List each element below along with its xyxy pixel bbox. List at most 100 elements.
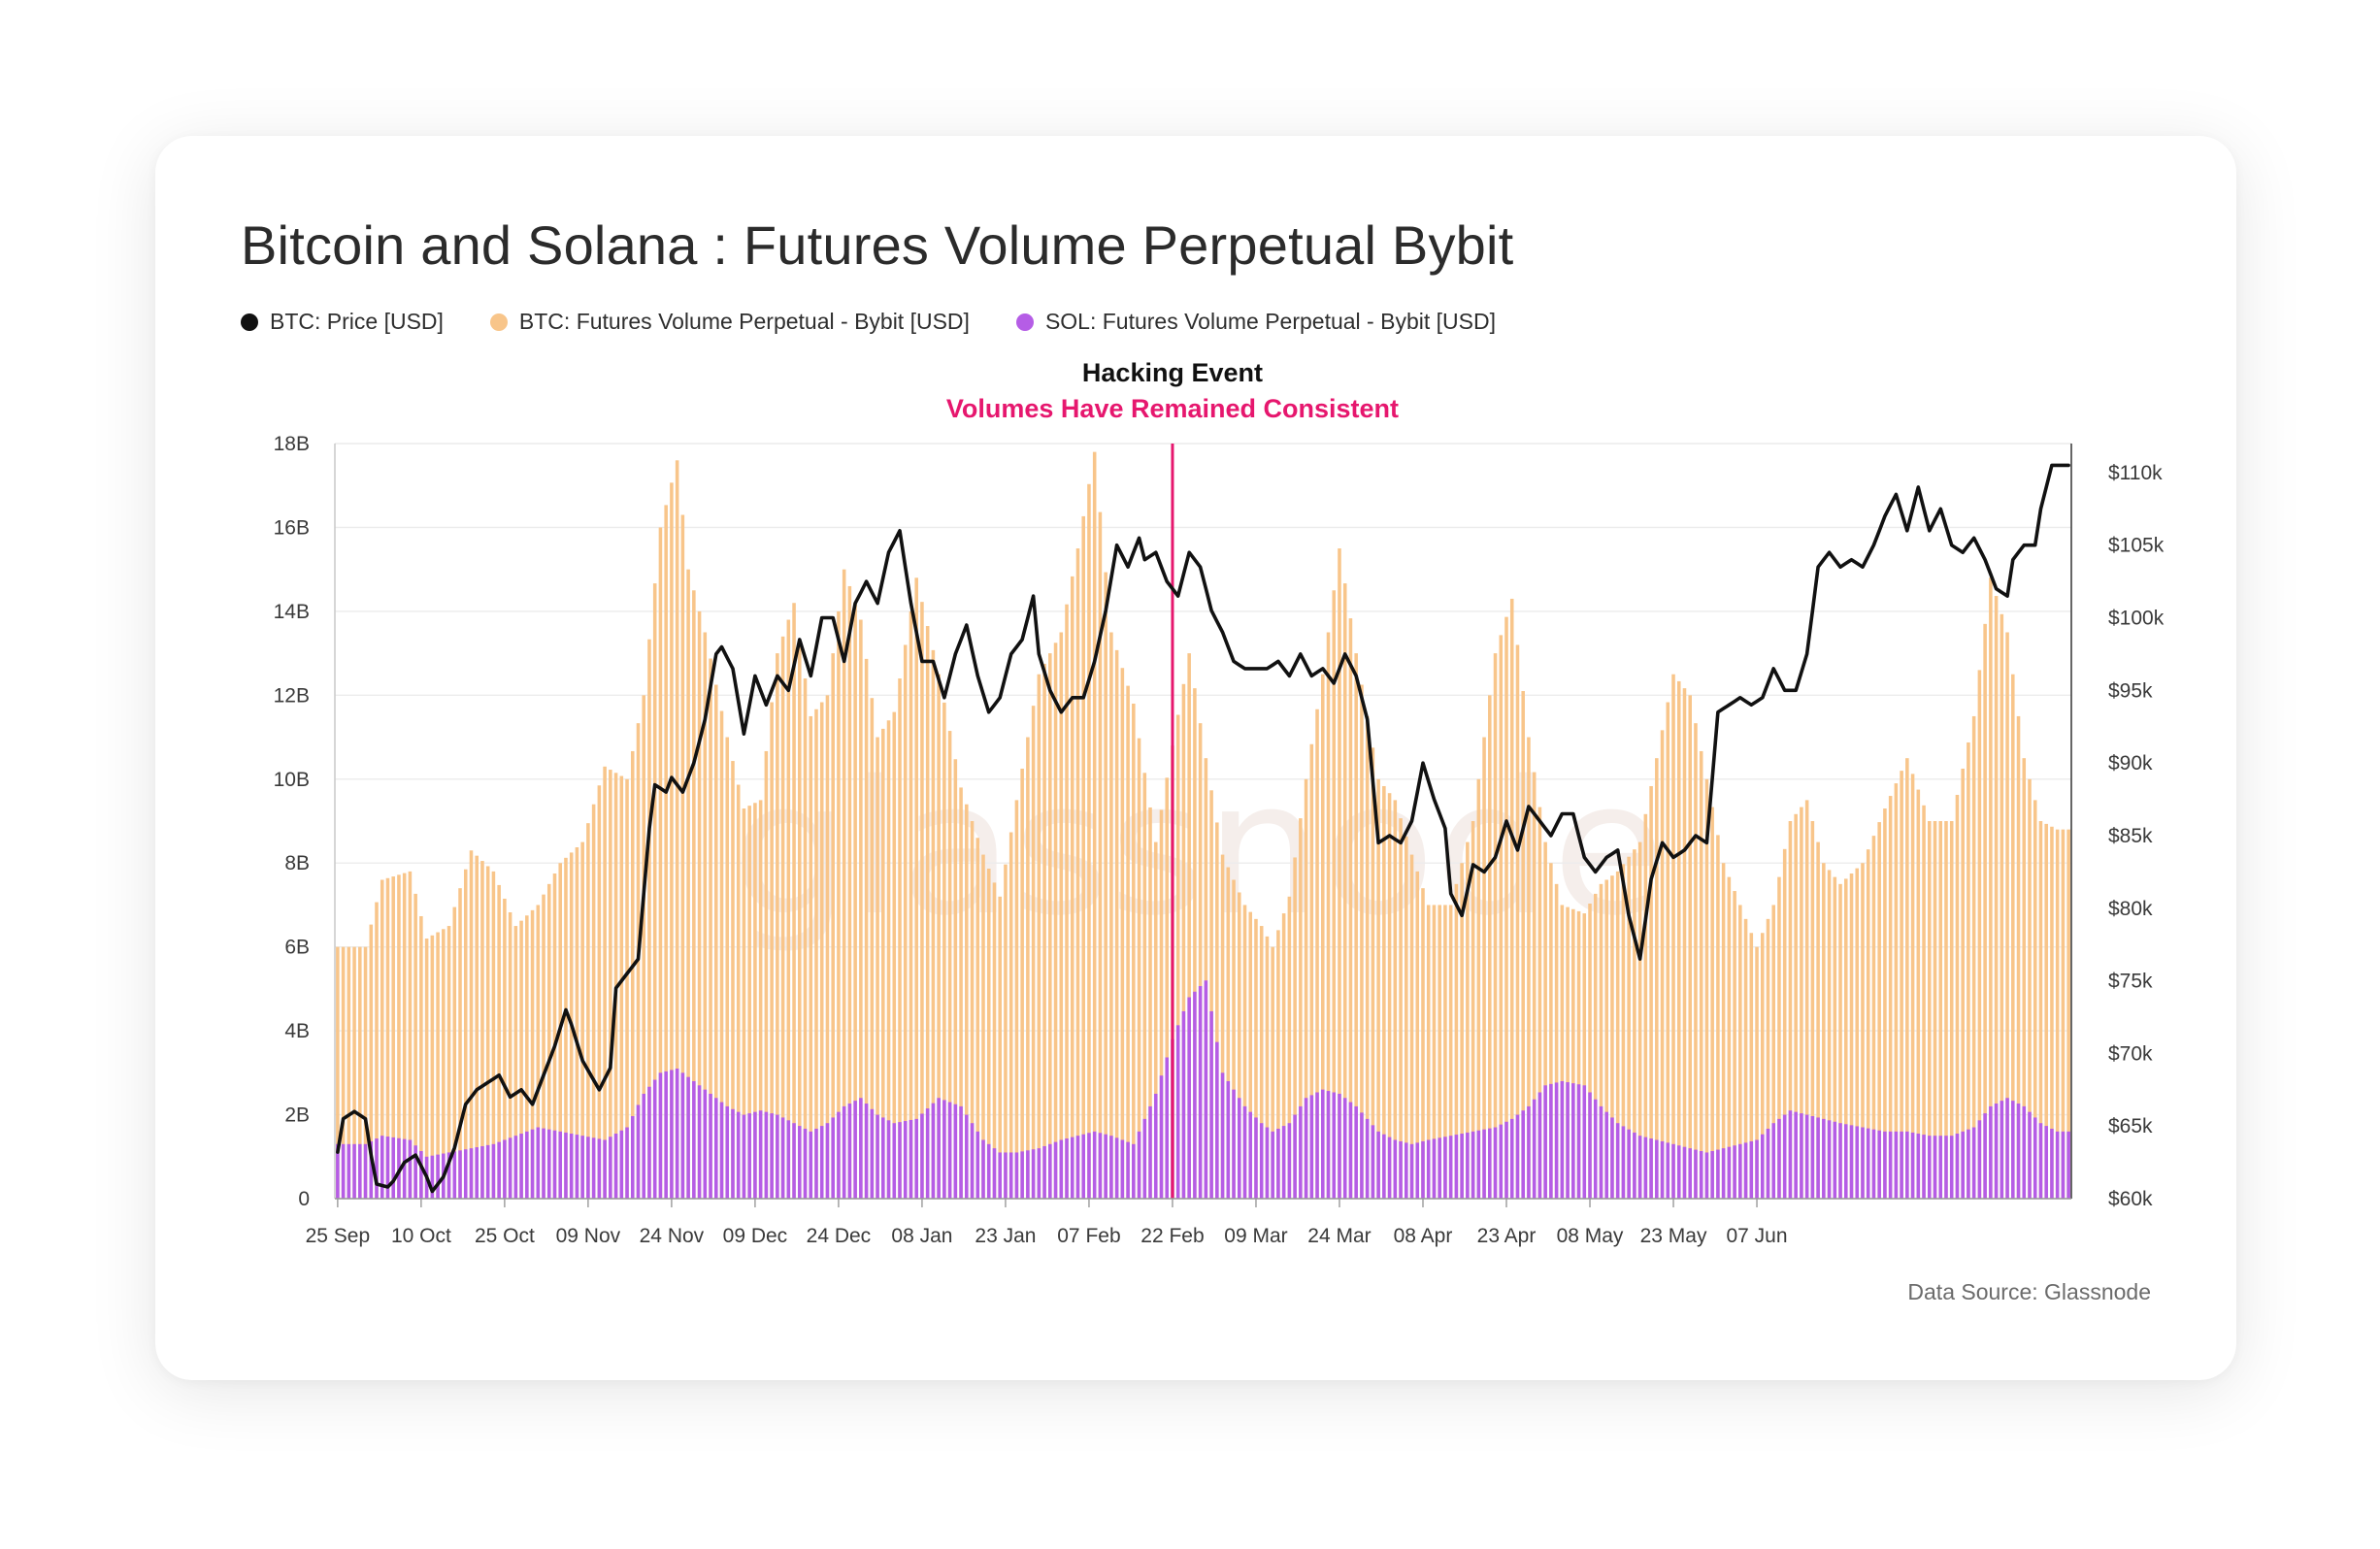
btc-volume-bar xyxy=(842,569,846,1199)
btc-volume-bar xyxy=(1637,841,1642,1199)
btc-volume-bar xyxy=(530,909,535,1199)
btc-volume-bar xyxy=(931,649,936,1199)
x-tick-label: 09 Dec xyxy=(723,1225,788,1247)
btc-volume-bar xyxy=(385,877,390,1199)
btc-volume-bar xyxy=(2028,778,2032,1199)
btc-volume-bar xyxy=(664,505,668,1199)
sol-volume-bar xyxy=(1532,1099,1537,1199)
btc-volume-bar xyxy=(1148,807,1152,1199)
sol-volume-bar xyxy=(753,1111,757,1199)
legend-label-sol-volume: SOL: Futures Volume Perpetual - Bybit [U… xyxy=(1044,309,1496,334)
sol-volume-bar xyxy=(1187,997,1191,1199)
btc-volume-bar xyxy=(725,737,730,1199)
btc-volume-bar xyxy=(1020,768,1024,1199)
btc-volume-bar xyxy=(1989,577,1993,1199)
sol-volume-bar xyxy=(1971,1127,1976,1199)
sol-volume-bar xyxy=(2038,1123,2043,1199)
sol-volume-bar xyxy=(1132,1143,1136,1199)
sol-volume-bar xyxy=(603,1139,607,1199)
sol-volume-bar xyxy=(619,1130,624,1199)
btc-volume-bar xyxy=(870,698,875,1199)
legend-item-btc-price[interactable]: BTC: Price [USD] xyxy=(241,309,444,335)
sol-volume-bar xyxy=(1476,1130,1481,1199)
btc-volume-bar xyxy=(1727,876,1732,1199)
sol-volume-bar xyxy=(713,1098,718,1199)
btc-volume-bar xyxy=(1560,905,1565,1199)
btc-volume-bar xyxy=(358,946,362,1199)
sol-volume-bar xyxy=(1248,1111,1253,1199)
btc-volume-bar xyxy=(998,896,1002,1199)
btc-volume-bar xyxy=(753,803,757,1199)
btc-volume-bar xyxy=(1187,653,1191,1199)
btc-volume-bar xyxy=(625,778,629,1199)
btc-volume-bar xyxy=(1393,800,1398,1199)
sol-volume-bar xyxy=(1989,1105,1993,1199)
sol-volume-bar xyxy=(375,1138,379,1199)
sol-volume-bar xyxy=(1409,1143,1414,1199)
sol-volume-bar xyxy=(1242,1105,1247,1199)
btc-volume-bar xyxy=(1493,653,1498,1199)
btc-volume-bar xyxy=(686,569,690,1199)
sol-volume-bar xyxy=(1181,1010,1186,1199)
sol-volume-bar xyxy=(1299,1105,1303,1199)
btc-volume-bar xyxy=(837,610,841,1199)
btc-volume-bar xyxy=(480,861,484,1199)
btc-volume-bar xyxy=(619,775,624,1199)
sol-volume-bar xyxy=(1114,1137,1119,1199)
btc-volume-bar xyxy=(1014,800,1019,1199)
sol-volume-bar xyxy=(1488,1128,1492,1199)
btc-volume-bar xyxy=(542,894,545,1199)
btc-volume-bar xyxy=(2055,829,2060,1199)
sol-volume-bar xyxy=(1281,1126,1286,1199)
btc-volume-bar xyxy=(1710,807,1714,1199)
sol-volume-bar xyxy=(1771,1123,1776,1199)
sol-volume-bar xyxy=(1855,1126,1860,1199)
btc-volume-bar xyxy=(675,460,679,1199)
btc-volume-bar xyxy=(942,702,946,1199)
sol-volume-bar xyxy=(1800,1113,1803,1199)
sol-volume-bar xyxy=(1637,1136,1642,1199)
btc-volume-bar xyxy=(402,873,407,1199)
sol-volume-bar xyxy=(786,1120,791,1199)
legend-item-sol-volume[interactable]: SOL: Futures Volume Perpetual - Bybit [U… xyxy=(1015,309,1496,335)
btc-volume-bar xyxy=(1248,911,1253,1199)
sol-volume-bar xyxy=(363,1143,368,1199)
btc-volume-bar xyxy=(1365,715,1370,1199)
btc-volume-bar xyxy=(1749,933,1754,1199)
btc-volume-bar xyxy=(1655,758,1659,1199)
btc-volume-bar xyxy=(1165,777,1170,1199)
btc-volume-bar xyxy=(1482,737,1486,1199)
sol-volume-bar xyxy=(430,1155,435,1199)
sol-volume-bar xyxy=(2005,1098,2009,1199)
sol-volume-bar xyxy=(1448,1136,1453,1199)
sol-volume-bar xyxy=(870,1108,875,1199)
sol-volume-bar xyxy=(1460,1134,1464,1199)
btc-volume-bar xyxy=(552,873,557,1199)
btc-volume-bar xyxy=(1153,841,1158,1199)
btc-volume-bar xyxy=(1599,883,1603,1199)
sol-volume-bar xyxy=(1175,1025,1180,1199)
sol-volume-bar xyxy=(837,1111,841,1199)
btc-volume-bar xyxy=(575,847,579,1199)
btc-volume-bar xyxy=(1688,695,1693,1199)
sol-volume-bar xyxy=(564,1132,568,1199)
sol-volume-bar xyxy=(1949,1136,1954,1199)
sol-volume-bar xyxy=(586,1137,590,1199)
sol-volume-bar xyxy=(1426,1139,1431,1199)
sol-volume-bar xyxy=(1509,1118,1514,1199)
sol-volume-bar xyxy=(1866,1128,1870,1199)
sol-volume-bar xyxy=(1916,1134,1921,1199)
sol-volume-bar xyxy=(1443,1137,1447,1199)
btc-volume-bar xyxy=(475,855,479,1199)
sol-volume-bar xyxy=(1376,1131,1380,1199)
btc-volume-bar xyxy=(2033,800,2037,1199)
sol-volume-bar xyxy=(1682,1146,1687,1199)
sol-volume-bar xyxy=(552,1130,557,1199)
sol-volume-bar xyxy=(664,1071,668,1199)
sol-volume-bar xyxy=(630,1115,635,1199)
legend-item-btc-volume[interactable]: BTC: Futures Volume Perpetual - Bybit [U… xyxy=(489,309,970,335)
btc-volume-bar xyxy=(1142,773,1147,1199)
btc-volume-bar xyxy=(1081,515,1085,1199)
sol-volume-bar xyxy=(391,1137,395,1199)
